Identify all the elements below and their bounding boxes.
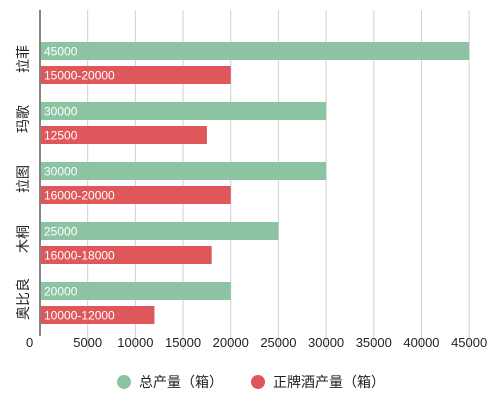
legend-swatch-genuine bbox=[251, 375, 265, 389]
bar-total bbox=[41, 102, 327, 120]
x-tick-label: 5000 bbox=[73, 335, 102, 350]
x-tick-label: 15000 bbox=[165, 335, 201, 350]
bar-genuine bbox=[41, 246, 212, 264]
x-tick-label: 30000 bbox=[308, 335, 344, 350]
bar-total bbox=[41, 162, 327, 180]
legend-item-total: 总产量（箱） bbox=[117, 372, 223, 392]
data-label: 12500 bbox=[44, 129, 78, 143]
legend: 总产量（箱） 正牌酒产量（箱） bbox=[0, 372, 502, 392]
bar-genuine bbox=[41, 66, 231, 84]
bar-total bbox=[41, 222, 279, 240]
bar-total bbox=[41, 42, 470, 60]
data-label: 30000 bbox=[44, 165, 78, 179]
category-label: 奥比良 bbox=[15, 278, 32, 320]
data-label: 15000-20000 bbox=[44, 69, 115, 83]
data-label: 16000-20000 bbox=[44, 189, 115, 203]
data-label: 16000-18000 bbox=[44, 249, 115, 263]
category-label: 木桐 bbox=[16, 225, 32, 253]
legend-label-genuine: 正牌酒产量（箱） bbox=[273, 375, 385, 391]
category-label: 拉菲 bbox=[16, 45, 32, 73]
bar-total bbox=[41, 282, 231, 300]
data-label: 30000 bbox=[44, 105, 78, 119]
legend-label-total: 总产量（箱） bbox=[139, 375, 223, 391]
category-label: 玛歌 bbox=[16, 105, 32, 133]
bar-genuine bbox=[41, 186, 231, 204]
x-tick-label: 40000 bbox=[403, 335, 439, 350]
x-tick-label: 10000 bbox=[117, 335, 153, 350]
legend-swatch-total bbox=[117, 375, 131, 389]
x-tick-label: 45000 bbox=[451, 335, 487, 350]
bar-genuine bbox=[41, 126, 207, 144]
data-label: 10000-12000 bbox=[44, 309, 115, 323]
bar-genuine bbox=[41, 306, 155, 324]
data-label: 25000 bbox=[44, 225, 78, 239]
category-label: 拉图 bbox=[16, 165, 32, 193]
x-tick-label: 35000 bbox=[356, 335, 392, 350]
x-tick-label: 25000 bbox=[260, 335, 296, 350]
data-label: 45000 bbox=[44, 45, 78, 59]
x-tick-label: 20000 bbox=[213, 335, 249, 350]
legend-item-genuine: 正牌酒产量（箱） bbox=[251, 372, 385, 392]
data-label: 20000 bbox=[44, 285, 78, 299]
x-tick-label: 0 bbox=[26, 335, 33, 350]
